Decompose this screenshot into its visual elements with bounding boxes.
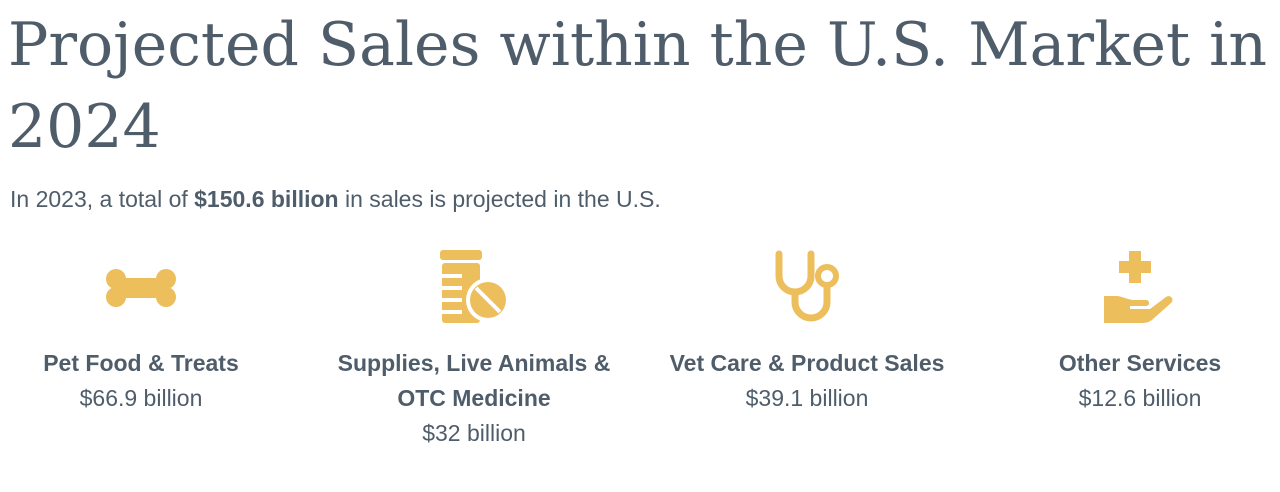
category-label: Vet Care & Product Sales [669,350,945,376]
category-value: $12.6 billion [1078,385,1202,411]
category-list: Pet Food & Treats $66.9 billion [0,246,1280,466]
category-label: Pet Food & Treats [43,350,239,376]
bone-icon [99,246,183,330]
pill-bottle-icon [432,246,516,330]
subtitle-prefix: In 2023, a total of [10,186,195,212]
category-card-other-services: Other Services $12.6 billion [990,246,1280,416]
page-title: Projected Sales within the U.S. Market i… [8,10,1267,162]
category-value: $66.9 billion [79,385,203,411]
subtitle-total: $150.6 billion [194,186,339,212]
page-subtitle: In 2023, a total of $150.6 billion in sa… [10,184,661,214]
stethoscope-icon [765,246,849,330]
category-label: Supplies, Live Animals & OTC Medicine [337,350,611,411]
category-card-pet-food: Pet Food & Treats $66.9 billion [0,246,291,416]
category-value: $32 billion [422,420,526,446]
category-label: Other Services [1058,350,1222,376]
subtitle-suffix: in sales is projected in the U.S. [338,186,661,212]
category-card-vet-care: Vet Care & Product Sales $39.1 billion [657,246,957,416]
category-value: $39.1 billion [745,385,869,411]
hand-medical-icon [1098,246,1182,330]
category-card-supplies: Supplies, Live Animals & OTC Medicine $3… [324,246,624,451]
